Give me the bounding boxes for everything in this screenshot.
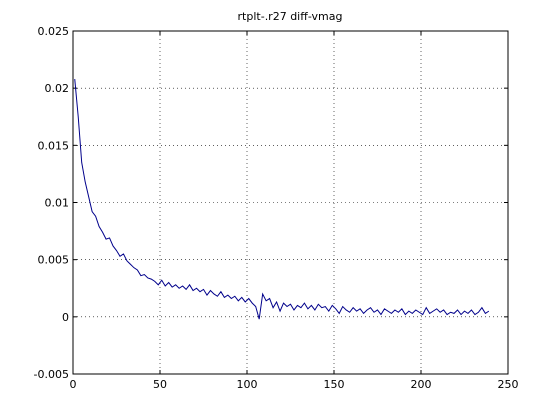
y-tick-label: 0.005	[38, 254, 70, 267]
y-tick-label: 0.015	[38, 139, 70, 152]
y-tick-label: 0	[62, 311, 69, 324]
x-tick-label: 150	[324, 378, 345, 391]
x-tick-label: 250	[498, 378, 519, 391]
y-tick-label: 0.025	[38, 25, 70, 38]
axes-box	[72, 30, 509, 375]
x-tick-label: 0	[70, 378, 77, 391]
y-tick-label: -0.005	[34, 368, 69, 381]
data-line	[74, 78, 490, 320]
y-tick-label: 0.01	[45, 197, 70, 210]
x-tick-label: 50	[153, 378, 167, 391]
chart-title: rtplt-.r27 diff-vmag	[238, 10, 343, 23]
x-tick-label: 200	[411, 378, 432, 391]
x-tick-label: 100	[237, 378, 258, 391]
y-tick-label: 0.02	[45, 82, 70, 95]
